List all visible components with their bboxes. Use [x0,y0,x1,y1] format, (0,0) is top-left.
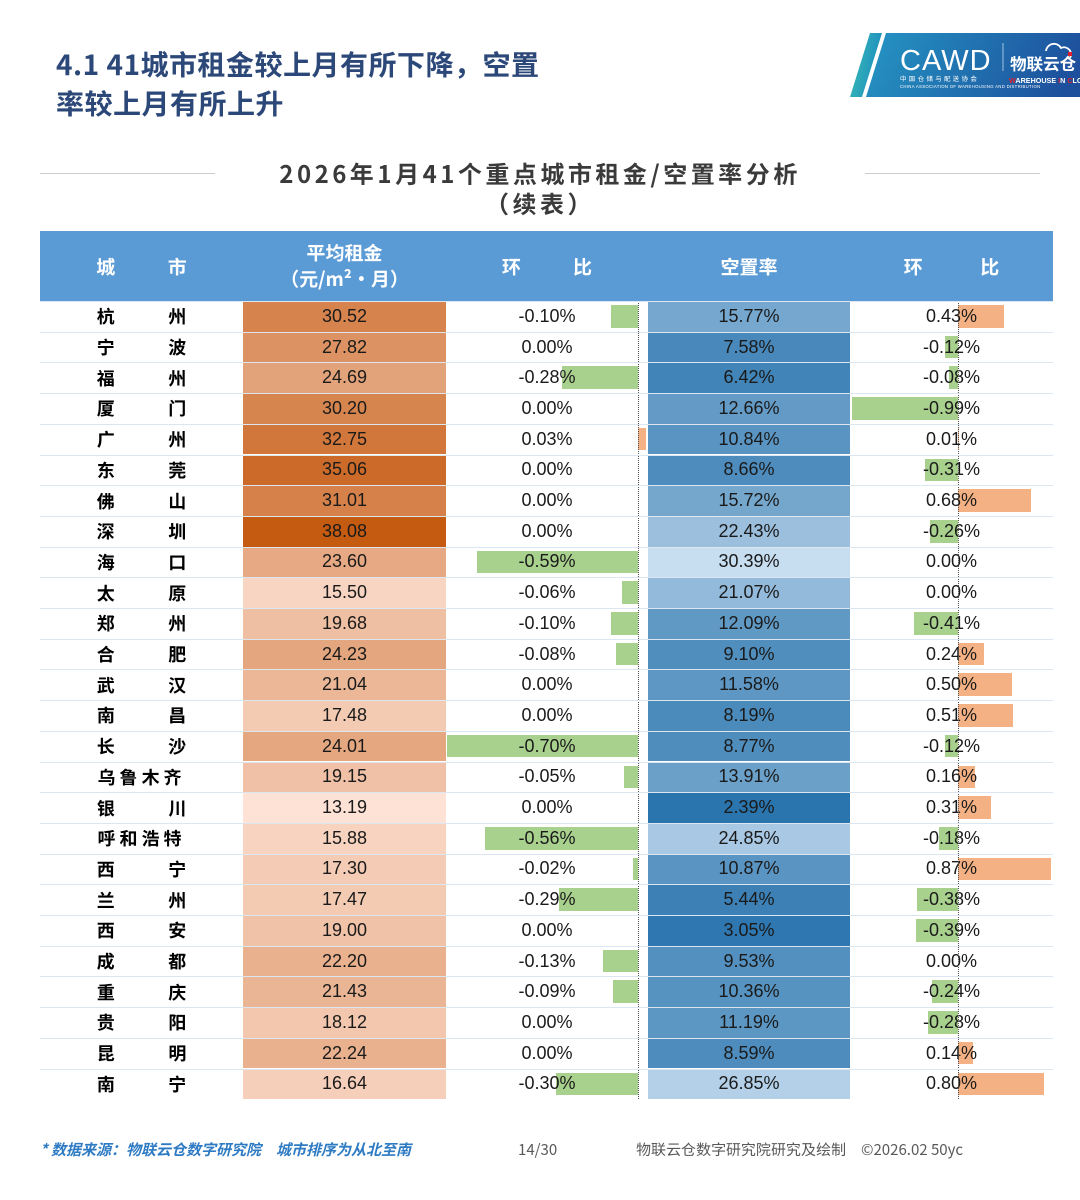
svg-text:WAREHOUSE IN CLOUD: WAREHOUSE IN CLOUD [1009,76,1080,85]
svg-text:中国仓储与配送协会: 中国仓储与配送协会 [900,73,979,83]
svg-text:物联云仓: 物联云仓 [1010,51,1077,75]
